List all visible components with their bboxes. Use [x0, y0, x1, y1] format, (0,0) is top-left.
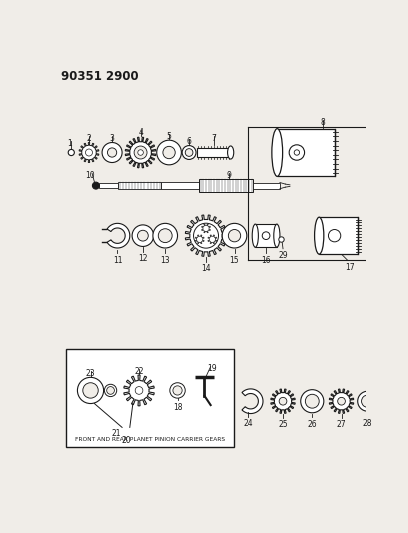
Circle shape	[86, 149, 93, 156]
Polygon shape	[329, 389, 354, 414]
Bar	[99, 183, 118, 188]
Circle shape	[328, 230, 341, 242]
Text: 28: 28	[363, 419, 373, 428]
Bar	[277, 128, 335, 176]
Circle shape	[361, 395, 374, 407]
Text: 9: 9	[227, 171, 232, 180]
Circle shape	[83, 383, 98, 398]
Circle shape	[294, 150, 299, 155]
Polygon shape	[208, 235, 217, 244]
Text: FRONT AND REAR PLANET PINION CARRIER GEARS: FRONT AND REAR PLANET PINION CARRIER GEA…	[75, 437, 225, 442]
Circle shape	[305, 394, 319, 408]
Circle shape	[228, 230, 241, 242]
Ellipse shape	[252, 224, 258, 247]
Text: 1: 1	[67, 139, 72, 148]
Bar	[118, 182, 161, 189]
Bar	[161, 182, 199, 189]
Text: 10: 10	[85, 171, 95, 180]
Circle shape	[182, 146, 196, 159]
Circle shape	[222, 223, 247, 248]
Polygon shape	[271, 389, 295, 414]
Circle shape	[68, 149, 74, 156]
Polygon shape	[124, 375, 154, 406]
Circle shape	[134, 146, 147, 159]
Polygon shape	[107, 223, 130, 248]
Circle shape	[158, 229, 172, 243]
Bar	[199, 180, 253, 192]
Text: 12: 12	[138, 254, 148, 263]
Circle shape	[173, 386, 182, 395]
Polygon shape	[185, 215, 227, 256]
Ellipse shape	[272, 128, 283, 176]
Circle shape	[279, 398, 287, 405]
Circle shape	[358, 391, 378, 411]
Text: 24: 24	[244, 419, 253, 428]
Circle shape	[102, 142, 122, 163]
Text: 25: 25	[278, 421, 288, 430]
Polygon shape	[242, 389, 263, 414]
Polygon shape	[195, 235, 204, 244]
Ellipse shape	[228, 146, 234, 159]
Text: 23: 23	[86, 369, 95, 378]
Circle shape	[104, 384, 117, 397]
Polygon shape	[202, 224, 211, 233]
Bar	[255, 224, 277, 247]
Text: 11: 11	[113, 256, 122, 265]
Circle shape	[301, 390, 324, 413]
Circle shape	[153, 223, 177, 248]
Text: 16: 16	[261, 256, 271, 265]
Circle shape	[106, 386, 114, 394]
Text: 4: 4	[138, 128, 143, 137]
Circle shape	[157, 140, 182, 165]
Text: 7: 7	[211, 134, 216, 143]
Text: 15: 15	[230, 256, 239, 265]
Text: 6: 6	[186, 137, 191, 146]
Text: 2: 2	[86, 134, 91, 143]
Circle shape	[338, 398, 346, 405]
Circle shape	[262, 232, 270, 239]
Text: 21: 21	[112, 429, 122, 438]
Circle shape	[132, 225, 154, 246]
Text: 29: 29	[278, 251, 288, 260]
Text: 27: 27	[337, 421, 346, 430]
Circle shape	[137, 230, 148, 241]
Circle shape	[107, 148, 117, 157]
Circle shape	[193, 223, 219, 248]
Text: 5: 5	[166, 132, 171, 141]
Polygon shape	[125, 137, 156, 168]
Circle shape	[170, 383, 185, 398]
Text: 14: 14	[201, 264, 211, 273]
Text: 19: 19	[207, 364, 217, 373]
Circle shape	[185, 149, 193, 156]
Circle shape	[279, 237, 284, 242]
Text: 22: 22	[134, 367, 144, 376]
Bar	[319, 217, 358, 254]
Circle shape	[78, 377, 104, 403]
Bar	[197, 148, 231, 157]
Circle shape	[163, 147, 175, 159]
Polygon shape	[79, 142, 99, 163]
Text: 17: 17	[345, 263, 355, 272]
Circle shape	[289, 145, 305, 160]
Text: 20: 20	[122, 436, 131, 445]
Text: 3: 3	[110, 134, 115, 143]
Text: 8: 8	[321, 118, 326, 127]
Text: 13: 13	[160, 256, 170, 265]
Circle shape	[135, 386, 143, 394]
Ellipse shape	[274, 224, 280, 247]
Bar	[253, 182, 280, 189]
Circle shape	[138, 150, 143, 155]
Text: 26: 26	[308, 419, 317, 429]
Ellipse shape	[315, 217, 324, 254]
Bar	[66, 349, 234, 447]
Text: 18: 18	[173, 403, 182, 412]
Circle shape	[93, 182, 100, 189]
Text: 90351 2900: 90351 2900	[61, 70, 139, 83]
